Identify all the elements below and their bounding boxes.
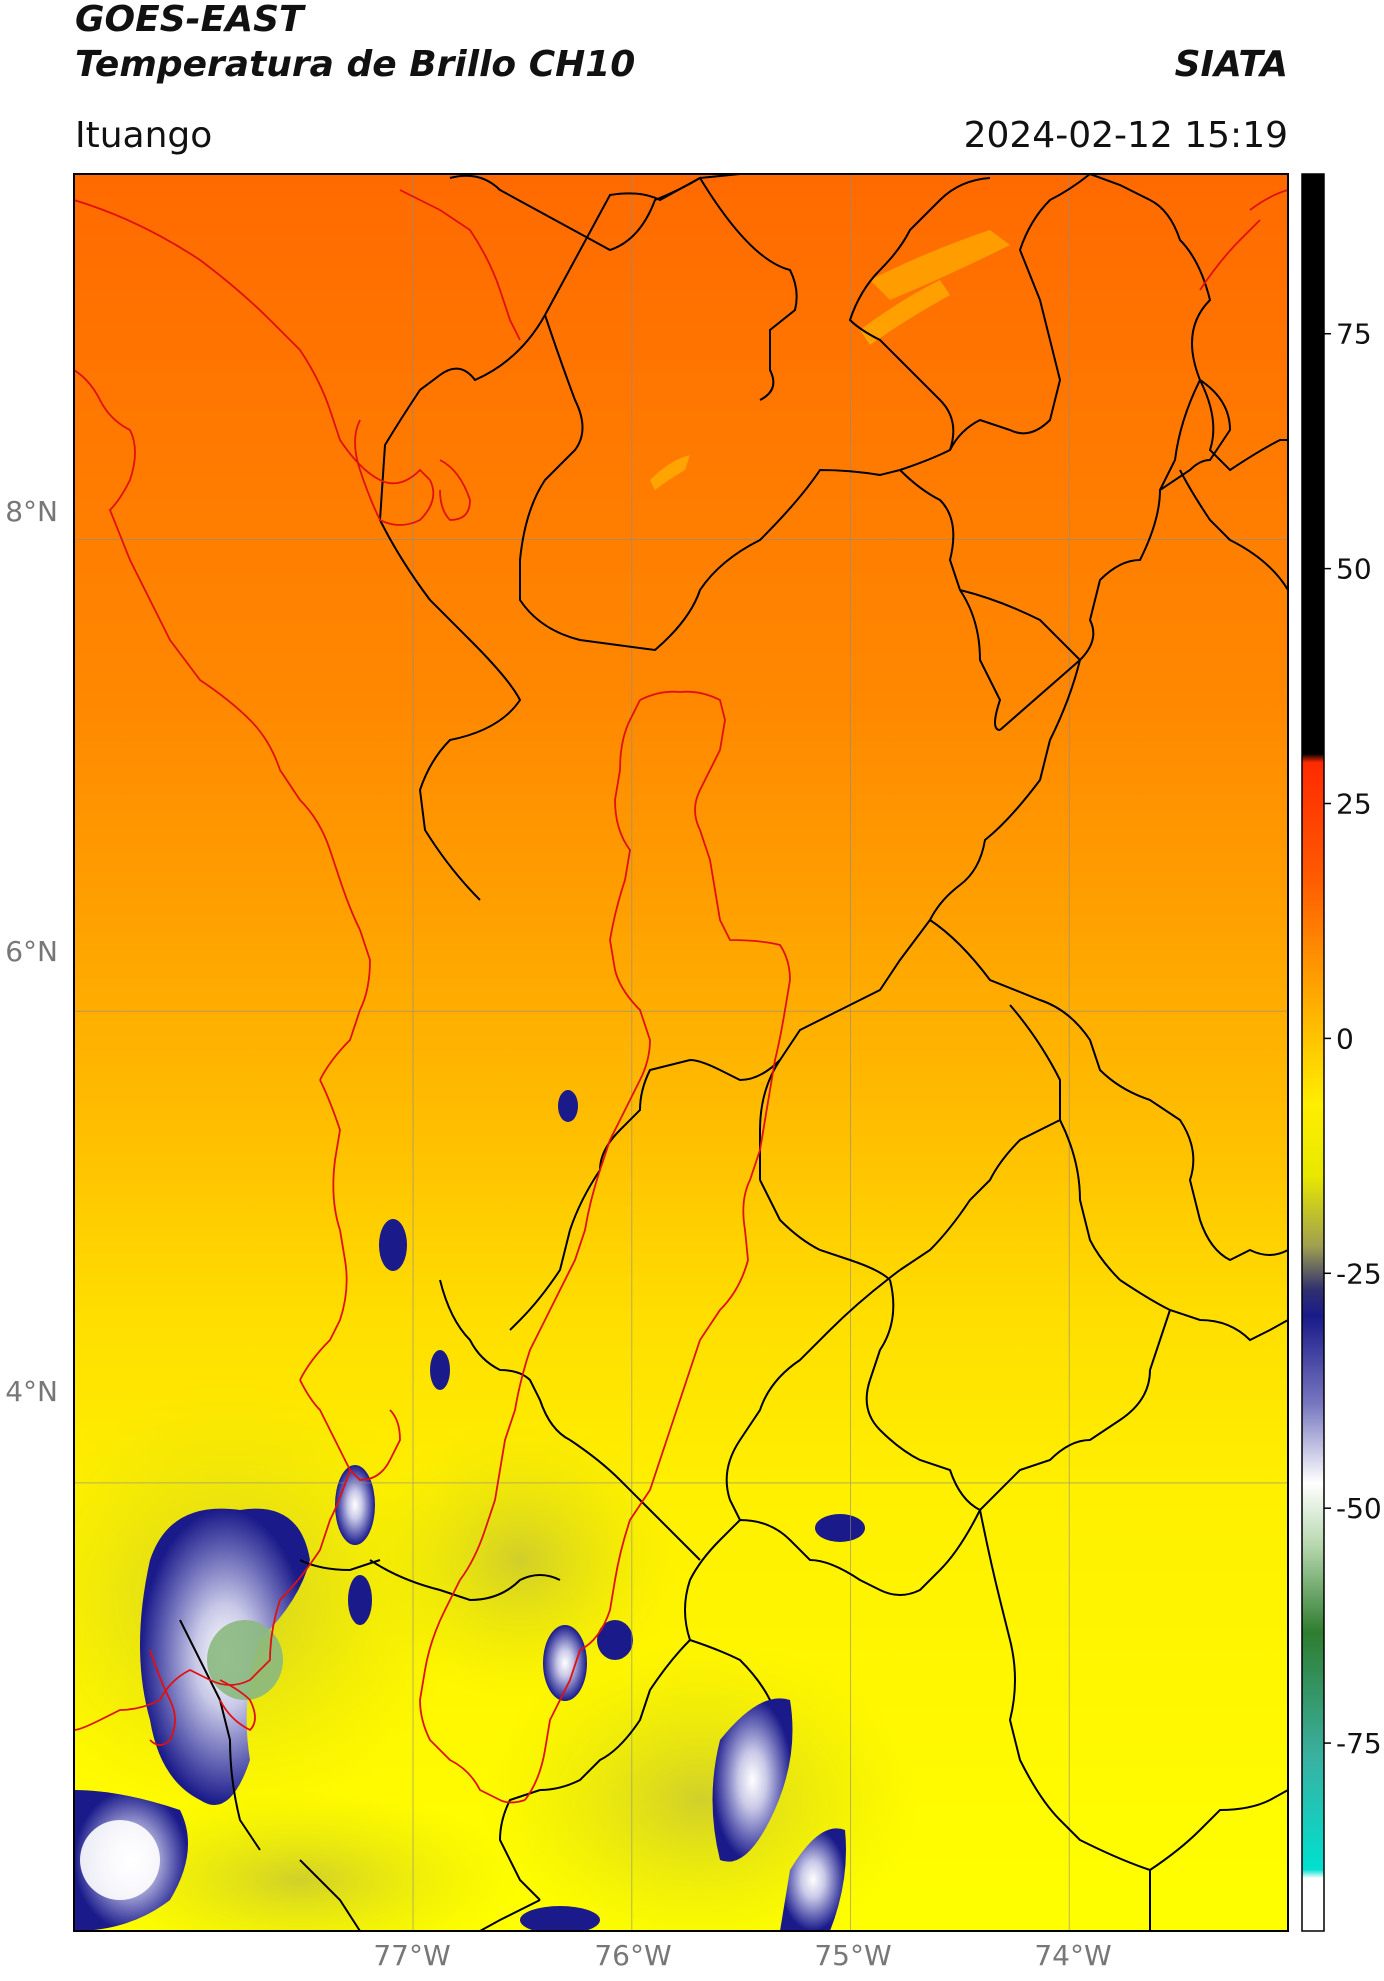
lon-label: 76°W: [594, 1939, 671, 1972]
colorbar: 75 50 25 0 -25 -50 -75: [1301, 173, 1382, 1932]
colorbar-tick-label: -75: [1336, 1727, 1382, 1760]
region-label: Ituango: [75, 115, 213, 156]
brand-label: SIATA: [1174, 44, 1288, 85]
product-title: Temperatura de Brillo CH10: [75, 44, 636, 85]
lon-label: 74°W: [1034, 1939, 1111, 1972]
lat-label: 8°N: [5, 495, 58, 528]
lon-label: 75°W: [814, 1939, 891, 1972]
colorbar-tick-label: 75: [1336, 318, 1372, 351]
lat-label: 6°N: [5, 935, 58, 968]
colorbar-tick-label: 50: [1336, 553, 1372, 586]
datetime-label: 2024-02-12 15:19: [963, 115, 1288, 156]
temperature-field: [74, 174, 1288, 1931]
colorbar-tick-label: 0: [1336, 1022, 1354, 1055]
coastline: [74, 189, 1288, 1746]
lon-label: 77°W: [373, 1939, 450, 1972]
colorbar-tick-label: -25: [1336, 1257, 1382, 1290]
latitude-labels: 8°N 6°N 4°N: [5, 495, 58, 1408]
colorbar-tick-label: 25: [1336, 788, 1372, 821]
colorbar-tick-label: -50: [1336, 1492, 1382, 1525]
map-frame: [73, 173, 1289, 1932]
graticule: [74, 174, 1288, 1931]
satellite-title: GOES-EAST: [75, 0, 304, 40]
colorbar-ticks: 75 50 25 0 -25 -50 -75: [1324, 318, 1382, 1760]
longitude-labels: 77°W 76°W 75°W 74°W: [373, 1939, 1111, 1972]
basin-outline: [419, 690, 791, 1804]
colorbar-gradient: [1301, 173, 1325, 1932]
lat-label: 4°N: [5, 1375, 58, 1408]
political-borders: [179, 174, 1288, 1931]
